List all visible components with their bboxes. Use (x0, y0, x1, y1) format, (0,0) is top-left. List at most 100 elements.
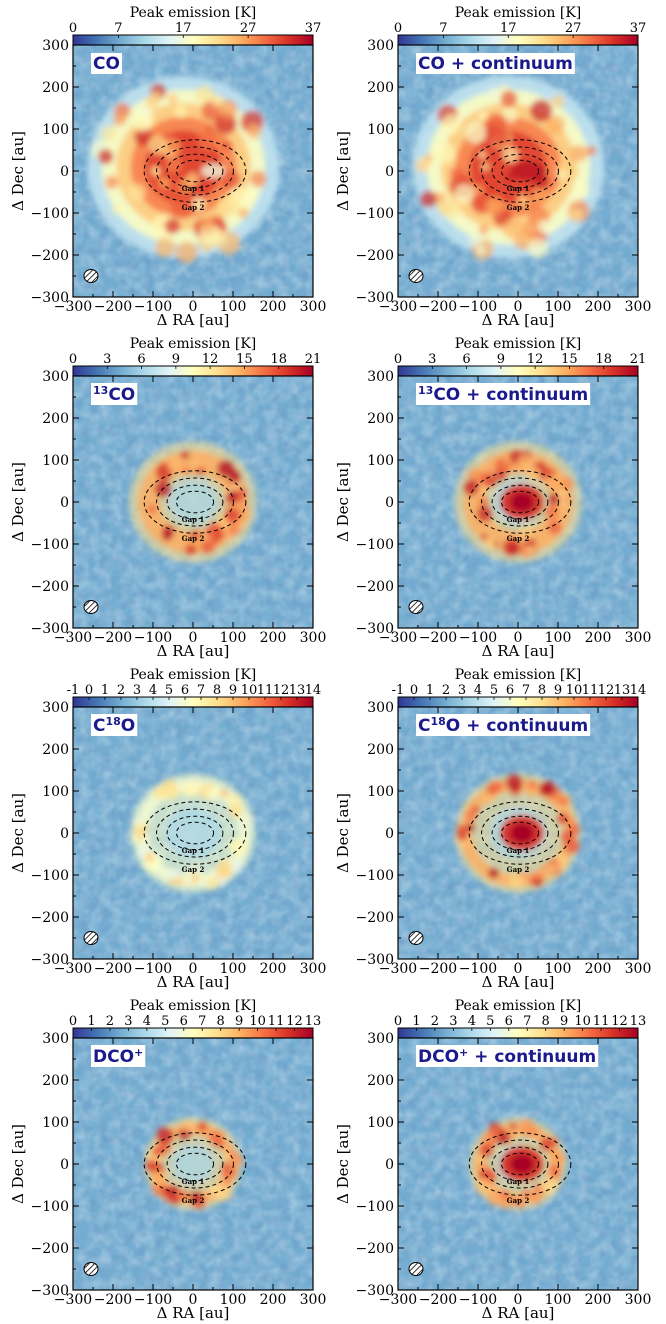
x-axis-label: Δ RA [au] (157, 311, 230, 329)
y-tick-label: 0 (60, 826, 69, 842)
molecule-name: C18O (93, 715, 135, 736)
x-tick-label: 200 (260, 1292, 287, 1308)
molecule-name: DCO+ (93, 1046, 143, 1067)
y-tick-label: 100 (42, 784, 69, 800)
axes: −300 −200 −100 0 100 200 3003002001000−100−200… (334, 38, 651, 329)
ring-clump (563, 494, 571, 502)
x-tick-label: −100 (134, 961, 172, 977)
disk-clump (530, 185, 550, 205)
ring-clump (134, 817, 143, 826)
gap-contour-3 (481, 146, 559, 196)
molecule-label: C18O (91, 714, 138, 736)
ring-clump (472, 1169, 479, 1176)
molecule-label-background (416, 1045, 599, 1067)
colorbar-gradient (72, 1027, 314, 1039)
disk-clump (573, 181, 590, 199)
y-tick-label: 200 (367, 1073, 394, 1089)
disk-clump (194, 85, 214, 105)
gap-2-label: Gap 2 (182, 203, 205, 212)
x-tick-label: −100 (134, 1292, 172, 1308)
axes: −300 −200 −100 0 100 200 3003002001000−100−200… (9, 38, 326, 329)
gap-2-label: Gap 2 (182, 534, 205, 543)
colorbar-tick-label: 6 (181, 683, 189, 698)
y-tick-label: 300 (367, 700, 394, 716)
disk-clump (502, 219, 523, 240)
colorbar-tick-label: 15 (236, 352, 253, 367)
central-source-core (510, 823, 534, 843)
colorbar-tick-label: 6 (180, 1014, 188, 1029)
ring-cavity (168, 480, 218, 524)
disk-clump (570, 145, 588, 163)
y-tick-label: 0 (60, 164, 69, 180)
x-tick-label: 200 (260, 630, 287, 646)
molecule-name: 13CO (93, 384, 135, 405)
colorbar-tick-label: 2 (106, 1014, 114, 1029)
x-axis-label: Δ RA [au] (157, 973, 230, 991)
colorbar-tick-label: 3 (103, 352, 111, 367)
ring-clump (140, 837, 148, 844)
y-tick-label: −200 (356, 579, 394, 595)
y-tick-label: −100 (31, 868, 69, 884)
colorbar-tick-label: 5 (161, 1014, 169, 1029)
y-tick-label: −100 (356, 868, 394, 884)
colorbar-tick-label: 1 (101, 683, 109, 698)
x-tick-label: 300 (625, 630, 652, 646)
emission-blobs (130, 773, 256, 893)
colorbar-tick-label: 8 (538, 683, 546, 698)
molecule-name: CO + continuum (418, 54, 573, 74)
gap-2-label: Gap 2 (507, 1196, 530, 1205)
disk-clump (105, 175, 119, 189)
colorbar: 0 7 17 27 37 Peak emission [K] (69, 5, 321, 46)
x-tick-label: 300 (625, 299, 652, 315)
disk-clump (190, 196, 206, 212)
gap-1-label: Gap 1 (507, 515, 530, 524)
emission-map (73, 45, 313, 297)
ring-clump (456, 823, 468, 836)
x-tick-label: −300 (379, 630, 417, 646)
colorbar-tick-label: 6 (505, 1014, 513, 1029)
disk-clump (464, 121, 487, 144)
gap-contour-2 (491, 153, 549, 189)
ring-clump (182, 879, 190, 887)
gap-contour-4 (468, 470, 572, 534)
x-tick-label: 100 (545, 961, 572, 977)
x-tick-label: 0 (189, 1292, 198, 1308)
colorbar-tick-label: 1 (412, 1014, 420, 1029)
ring-clump (183, 468, 190, 475)
x-axis-label: Δ RA [au] (482, 973, 555, 991)
disk-clump (174, 105, 188, 119)
disk-clump (449, 167, 464, 181)
x-tick-label: −200 (94, 961, 132, 977)
ring-clump (175, 1188, 188, 1201)
emission-map (73, 376, 313, 628)
gap-contour-2 (491, 1146, 549, 1182)
disk-clump (502, 146, 519, 163)
colorbar-tick-label: 10 (566, 683, 583, 698)
colorbar-gradient (72, 34, 314, 46)
axes: −300 −200 −100 0 100 200 3003002001000−100−200… (334, 1031, 651, 1322)
panel-3: 0 3 6 9 12 15 18 21 Peak emission [K] Gap 1 Gap 2 1… (9, 336, 326, 660)
gap-contour-4 (143, 801, 247, 865)
gap-contours (468, 139, 572, 203)
colorbar-tick-label: 37 (630, 21, 647, 36)
y-tick-label: 300 (42, 700, 69, 716)
x-tick-label: −100 (459, 961, 497, 977)
molecule-name: C18O + continuum (418, 715, 588, 736)
disk-clump (244, 189, 256, 201)
beam-ellipse (408, 600, 424, 614)
x-tick-label: −100 (134, 299, 172, 315)
ring-clump (181, 784, 195, 798)
gap-1-label: Gap 1 (182, 184, 205, 193)
x-tick-label: −100 (459, 299, 497, 315)
colorbar-tick-label: 0 (85, 683, 93, 698)
axes: −300 −200 −100 0 100 200 3003002001000−100−200… (334, 700, 651, 991)
disk-clump (537, 219, 553, 234)
disk-clump (150, 90, 161, 101)
colorbar-tick-label: 11 (257, 683, 274, 698)
ring-clump (486, 1189, 503, 1206)
ring-clump (498, 1195, 513, 1209)
ring-clump (208, 1130, 223, 1146)
ring-clump (155, 1144, 168, 1157)
